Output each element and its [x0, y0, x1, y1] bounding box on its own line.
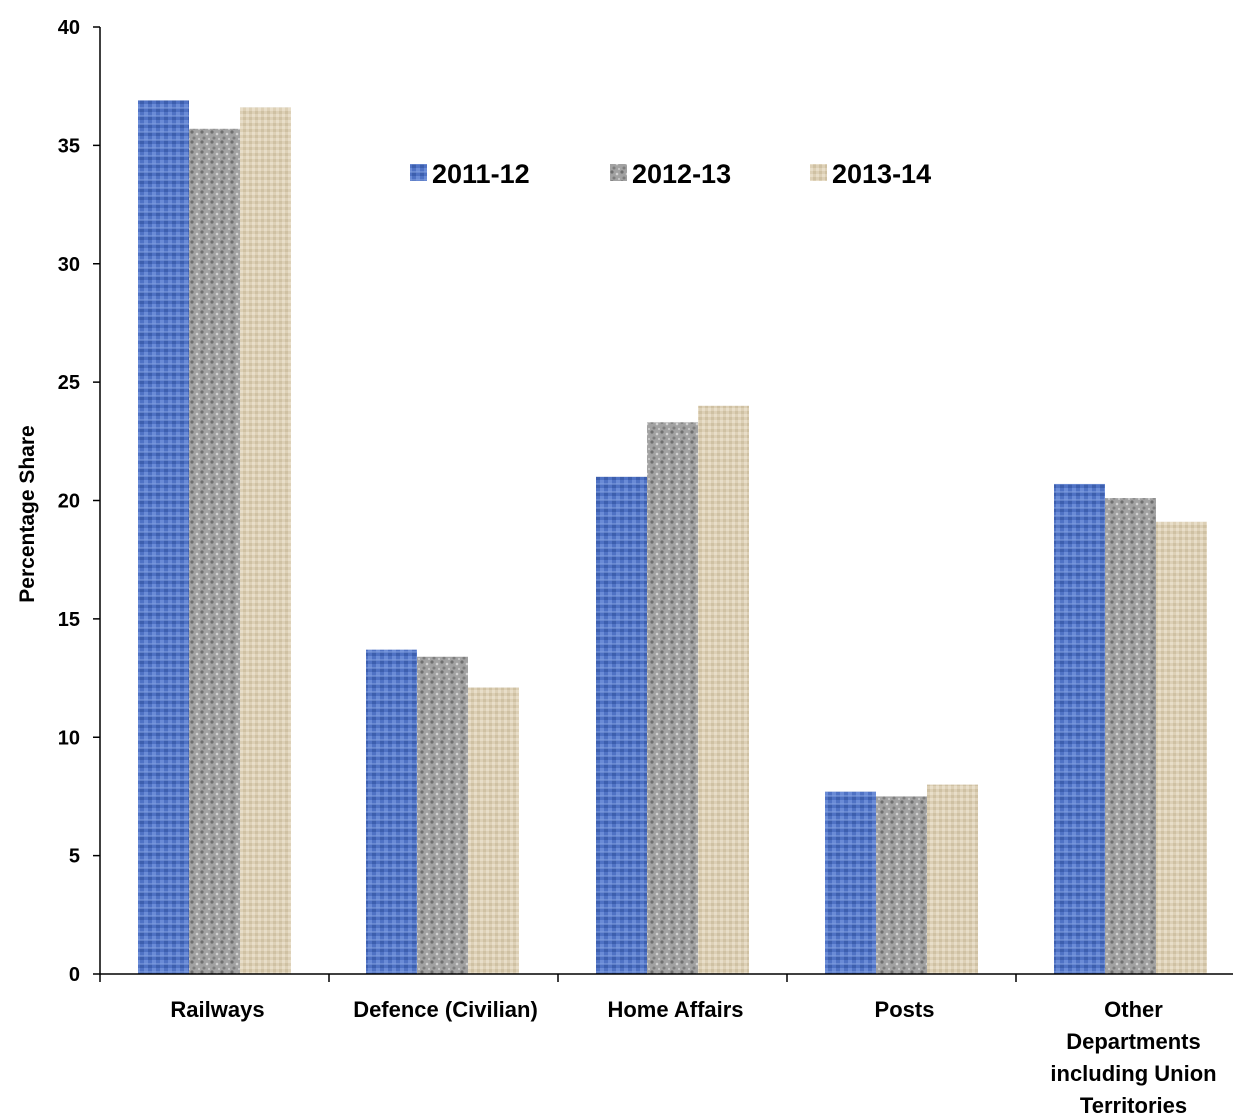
- bar-2012-13-cat-1: [417, 656, 468, 974]
- x-category-label: Railways: [170, 997, 264, 1022]
- bars: [138, 100, 1207, 975]
- y-tick-label: 30: [58, 254, 80, 276]
- bar-2013-14-cat-1: [468, 687, 519, 974]
- bar-2012-13-cat-0: [189, 128, 240, 975]
- y-tick-label: 20: [58, 491, 80, 513]
- bar-2012-13-cat-2: [647, 422, 698, 974]
- bar-2011-12-cat-4: [1054, 483, 1105, 974]
- legend-label: 2013-14: [832, 159, 931, 189]
- legend: 2011-12 2012-13 2013-14: [410, 159, 931, 189]
- y-axis-title: Percentage Share: [16, 425, 39, 602]
- y-tick-label: 15: [58, 609, 80, 631]
- legend-swatch: [810, 164, 827, 181]
- legend-swatch: [610, 164, 627, 181]
- bar-2012-13-cat-4: [1105, 498, 1156, 974]
- y-tick-label: 5: [69, 846, 80, 868]
- y-tick-label: 10: [58, 727, 80, 749]
- bar-2011-12-cat-0: [138, 100, 189, 974]
- bar-2013-14-cat-0: [240, 107, 291, 975]
- x-category-label: Other Departments including Union Territori…: [1050, 997, 1216, 1118]
- bar-2012-13-cat-3: [876, 796, 927, 974]
- bar-2013-14-cat-4: [1156, 521, 1207, 974]
- bar-2013-14-cat-2: [698, 405, 749, 974]
- bar-2011-12-cat-2: [596, 476, 647, 974]
- y-tick-label: 40: [58, 17, 80, 39]
- x-category-label: Defence (Civilian): [353, 997, 538, 1022]
- y-tick-label: 25: [58, 372, 80, 394]
- bar-2013-14-cat-3: [927, 784, 978, 974]
- bar-2011-12-cat-3: [825, 791, 876, 974]
- x-category-label: Home Affairs: [607, 997, 743, 1022]
- y-axis: 0 5 10 15 20 25 30 35 40: [58, 17, 101, 986]
- legend-label: 2012-13: [632, 159, 731, 189]
- bar-2011-12-cat-1: [366, 649, 417, 974]
- y-tick-label: 35: [58, 135, 80, 157]
- legend-label: 2011-12: [432, 159, 530, 189]
- y-tick-label: 0: [69, 964, 80, 986]
- x-category-label: Posts: [875, 997, 935, 1022]
- x-axis: Railways Defence (Civilian) Home Affairs Po…: [99, 973, 1233, 1118]
- legend-swatch: [410, 164, 427, 181]
